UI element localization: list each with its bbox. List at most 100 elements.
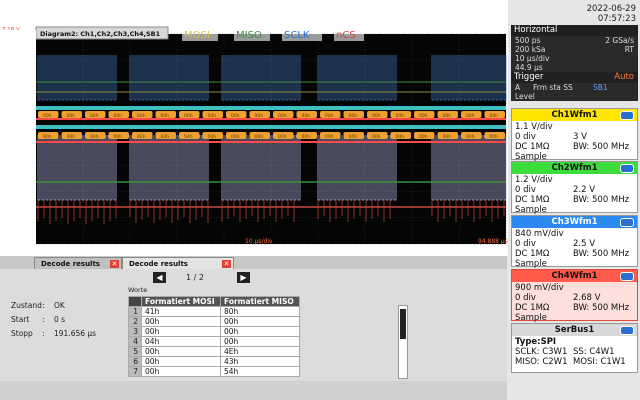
decode-cell-mosi xyxy=(484,111,505,118)
horizontal-row-2[interactable]: 200 kSa RT xyxy=(511,45,638,54)
close-icon[interactable]: ✕ xyxy=(222,260,231,268)
cell-miso: 00h xyxy=(220,326,300,337)
channel-header-ch2[interactable]: Ch2Wfm1 xyxy=(512,162,637,174)
cell-miso: 43h xyxy=(220,356,300,367)
decode-cell-miso xyxy=(38,132,59,139)
decode-cell-miso xyxy=(226,132,247,139)
ch3-mode: Sample xyxy=(515,259,547,269)
clock: 2022-06-29 07:57:23 xyxy=(540,4,636,24)
zustand-label: Zustand xyxy=(11,301,42,310)
decode-value-mosi: 00h xyxy=(466,113,475,119)
table-row[interactable]: 3 00h 00h xyxy=(128,326,300,337)
left-marker-strip xyxy=(0,30,36,256)
ch3-bandwidth: BW: 500 MHz xyxy=(573,249,630,259)
start-value: 0 s xyxy=(54,315,66,324)
decode-cell-miso xyxy=(367,132,388,139)
channel-name-ch2: Ch2Wfm1 xyxy=(551,163,598,173)
decode-cell-miso xyxy=(461,132,482,139)
sclk-trace xyxy=(129,55,209,101)
scrollbar-thumb[interactable] xyxy=(400,309,406,339)
table-row[interactable]: 7 00h 54h xyxy=(128,366,300,377)
channel-toggle-icon[interactable] xyxy=(620,272,634,281)
table-scrollbar[interactable] xyxy=(398,305,408,379)
header-mosi[interactable]: Formatiert MOSI xyxy=(141,296,221,307)
channel-box-ch2[interactable]: Ch2Wfm1 1.2 V/div 0 div 2.2 V DC 1MΩ BW: 5… xyxy=(511,161,638,215)
serbus-name: SerBus1 xyxy=(554,325,595,335)
sclk-trace xyxy=(317,135,397,201)
page-indicator: 1 / 2 xyxy=(186,273,204,282)
chevron-right-icon: ▶ xyxy=(240,273,247,282)
stopp-value: 191.656 µs xyxy=(54,329,97,338)
decode-cell-miso xyxy=(61,132,82,139)
channel-box-ch4[interactable]: Ch4Wfm1 900 mV/div 0 div 2.68 V DC 1MΩ BW:… xyxy=(511,269,638,323)
table-row[interactable]: 2 00h 00h xyxy=(128,316,300,327)
decode-cell-mosi xyxy=(461,111,482,118)
trigger-source: A xyxy=(515,83,521,92)
tab-decode-results-details[interactable]: Decode results details SB 1 ✕ xyxy=(122,257,234,280)
colon: : xyxy=(42,315,45,324)
channel-header-ch1[interactable]: Ch1Wfm1 xyxy=(512,109,637,121)
serbus-miso: MISO: C2W1 xyxy=(515,357,568,367)
serbus-header[interactable]: SerBus1 xyxy=(512,324,637,336)
decode-cell-mosi xyxy=(320,111,341,118)
legend-label: nCS xyxy=(336,30,356,41)
sclk-trace xyxy=(129,135,209,201)
channel-header-ch4[interactable]: Ch4Wfm1 xyxy=(512,270,637,282)
prev-page-button[interactable]: ◀ xyxy=(153,272,166,283)
decode-cell-mosi xyxy=(343,111,364,118)
serbus-ss: SS: C4W1 xyxy=(573,347,615,357)
decode-table: Formatiert MOSI Formatiert MISO 1 41h 80h 2… xyxy=(128,296,300,377)
header-miso[interactable]: Formatiert MISO xyxy=(220,296,300,307)
sclk-trace xyxy=(317,55,397,101)
channel-toggle-icon[interactable] xyxy=(620,218,634,227)
horizontal-header[interactable]: Horizontal xyxy=(511,25,638,36)
decode-value-miso: 4Eh xyxy=(137,134,146,140)
channel-header-ch3[interactable]: Ch3Wfm1 xyxy=(512,216,637,228)
zustand-value: OK xyxy=(54,301,65,310)
trigger-row-2[interactable]: Level xyxy=(511,92,638,101)
decode-cell-mosi xyxy=(179,111,200,118)
table-row[interactable]: 5 00h 4Eh xyxy=(128,346,300,357)
decode-value-mosi: 00h xyxy=(90,113,99,119)
trigger-row-1[interactable]: A Frm sta SS SB1 xyxy=(511,83,638,92)
decode-value-miso: 00h xyxy=(231,134,240,140)
channel-toggle-icon[interactable] xyxy=(620,111,634,120)
serbus-toggle-icon[interactable] xyxy=(620,326,634,335)
trigger-title: Trigger xyxy=(514,72,544,82)
decode-cell-mosi xyxy=(273,111,294,118)
sclk-trace xyxy=(221,135,301,201)
legend-swatch xyxy=(282,27,322,41)
table-row[interactable]: 1 41h 80h xyxy=(128,306,300,317)
bus-line xyxy=(36,106,506,110)
channel-box-ch1[interactable]: Ch1Wfm1 1.1 V/div 0 div 3 V DC 1MΩ BW: 500… xyxy=(511,108,638,162)
ch1-mode: Sample xyxy=(515,152,547,162)
cell-mosi: 00h xyxy=(141,366,221,377)
decode-value-mosi: 00h xyxy=(419,113,428,119)
cell-miso: 00h xyxy=(220,336,300,347)
ch2-offset: 2.2 V xyxy=(573,185,596,195)
horizontal-row-4[interactable]: 44.9 µs xyxy=(511,63,638,72)
table-header-row: Formatiert MOSI Formatiert MISO xyxy=(128,296,300,307)
ch1-scale: 1.1 V/div xyxy=(515,122,553,132)
horizontal-row-1[interactable]: 500 ps 2 GSa/s xyxy=(511,36,638,45)
channel-toggle-icon[interactable] xyxy=(620,164,634,173)
close-icon[interactable]: ✕ xyxy=(110,260,119,268)
trigger-bus: SB1 xyxy=(593,83,608,92)
decode-cell-mosi xyxy=(414,111,435,118)
table-row[interactable]: 4 04h 00h xyxy=(128,336,300,347)
channel-box-ch3[interactable]: Ch3Wfm1 840 mV/div 0 div 2.5 V DC 1MΩ BW: … xyxy=(511,215,638,269)
trigger-header[interactable]: Trigger Auto xyxy=(511,72,638,83)
serbus-box[interactable]: SerBus1 Type:SPI SCLK: C3W1 SS: C4W1 MISO… xyxy=(511,323,638,373)
horizontal-title: Horizontal xyxy=(514,25,558,35)
ch4-offset: 2.68 V xyxy=(573,293,601,303)
decode-cell-miso xyxy=(414,132,435,139)
table-row[interactable]: 6 00h 43h xyxy=(128,356,300,367)
cell-mosi: 04h xyxy=(141,336,221,347)
ch2-coupling: DC 1MΩ xyxy=(515,195,550,205)
next-page-button[interactable]: ▶ xyxy=(237,272,250,283)
decode-cell-miso xyxy=(273,132,294,139)
tab-decode-results[interactable]: Decode results SB 1 ✕ xyxy=(34,257,122,280)
horizontal-row-3[interactable]: 10 µs/div xyxy=(511,54,638,63)
ch4-scale: 900 mV/div xyxy=(515,283,564,293)
